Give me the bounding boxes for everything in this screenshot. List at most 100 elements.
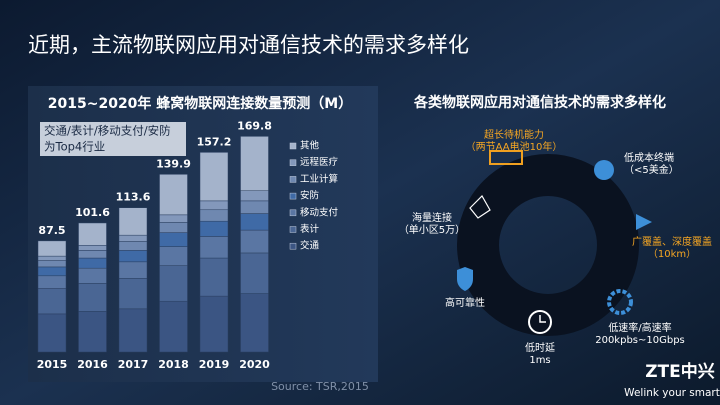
legend-swatch xyxy=(289,142,297,150)
legend-swatch xyxy=(289,242,297,250)
legend-label: 工业计算 xyxy=(300,173,338,185)
bar-segment xyxy=(199,152,229,202)
bar-segment xyxy=(78,257,107,269)
bar-segment xyxy=(240,136,269,191)
bar-segment xyxy=(159,232,188,247)
network-icon xyxy=(469,195,491,219)
node-label: 低速率/高速率 xyxy=(608,321,671,334)
bar-segment xyxy=(118,278,148,310)
bar-segment xyxy=(118,308,148,353)
x-tick-label: 2017 xyxy=(118,358,149,371)
bar-segment xyxy=(199,209,229,222)
total-label: 139.9 xyxy=(156,157,191,170)
bar-segment xyxy=(159,214,188,223)
bar-segment xyxy=(159,300,188,353)
bar-segment xyxy=(118,250,148,263)
legend-swatch xyxy=(289,192,297,200)
node-label: （10km） xyxy=(648,248,696,260)
clock-hands xyxy=(539,315,546,323)
bar-segment xyxy=(37,240,67,257)
node-label: （<5美金） xyxy=(624,163,679,176)
total-label: 101.6 xyxy=(75,206,110,219)
annotation-box xyxy=(40,122,186,156)
bar-segment xyxy=(240,213,269,231)
bar-segment xyxy=(199,200,229,211)
x-tick-label: 2019 xyxy=(199,358,230,371)
bar-segment xyxy=(78,267,107,284)
slide-title: 近期，主流物联网应用对通信技术的需求多样化 xyxy=(28,33,469,57)
bar-segment xyxy=(37,275,67,289)
bar-segment xyxy=(199,295,229,353)
node-label: 200kpbs~10Gbps xyxy=(595,335,685,346)
bar-segment xyxy=(159,174,188,216)
annotation: 交通/表计/移动支付/安防 xyxy=(44,124,171,138)
bar-segment xyxy=(78,311,107,353)
bar-segment xyxy=(37,313,67,353)
node-label: 低成本终端 xyxy=(624,151,674,164)
coin-icon xyxy=(594,160,614,180)
bar-segment xyxy=(159,222,188,233)
diagram-title: 各类物联网应用对通信技术的需求多样化 xyxy=(413,94,666,111)
bar-segment xyxy=(37,255,67,261)
bar-segment xyxy=(118,261,148,279)
bar-segment xyxy=(199,220,229,237)
node-label: 超长待机能力 xyxy=(484,128,544,141)
bar-segment xyxy=(37,260,67,268)
bar-segment xyxy=(199,257,229,297)
legend-label: 其他 xyxy=(300,140,320,152)
total-label: 169.8 xyxy=(237,119,272,132)
node-label: 海量连接 xyxy=(412,211,452,224)
bar-segment xyxy=(37,288,67,315)
bar-segment xyxy=(240,293,269,353)
arrow-icon xyxy=(636,214,652,230)
total-label: 157.2 xyxy=(197,135,232,148)
node-label: 广覆盖、深度覆盖 xyxy=(632,235,712,248)
node-label: （单小区5万） xyxy=(399,224,465,236)
bar-segment xyxy=(159,265,188,302)
shield-icon xyxy=(457,267,473,291)
bar-segment xyxy=(118,241,148,251)
slogan: Welink your smart xyxy=(624,387,720,399)
legend-swatch xyxy=(289,176,297,183)
x-tick-label: 2018 xyxy=(158,358,189,371)
logo: ZTE中兴 xyxy=(645,361,715,382)
bar-segment xyxy=(78,250,107,259)
bar-segment xyxy=(118,234,148,242)
clock-icon xyxy=(528,310,552,334)
x-tick-label: 2016 xyxy=(77,358,108,371)
bar-segment xyxy=(240,200,269,214)
x-tick-label: 2015 xyxy=(37,358,68,371)
legend-label: 交通 xyxy=(300,240,320,252)
legend-swatch xyxy=(289,159,297,166)
bar-segment xyxy=(118,207,148,236)
bar-segment xyxy=(240,252,269,294)
bar-segment xyxy=(159,246,188,266)
legend-label: 远程医疗 xyxy=(300,156,339,168)
legend-label: 表计 xyxy=(300,223,320,235)
battery-icon xyxy=(489,150,523,165)
node-label: 1ms xyxy=(529,355,550,366)
x-tick-label: 2020 xyxy=(239,358,270,371)
bar-segment xyxy=(37,266,67,277)
node-label: 高可靠性 xyxy=(445,296,485,309)
chart-title: 2015~2020年 蜂窝物联网连接数量预测（M） xyxy=(48,95,352,112)
bar-segment xyxy=(199,236,229,259)
legend-swatch xyxy=(289,226,297,233)
total-label: 113.6 xyxy=(116,191,151,204)
source: Source: TSR,2015 xyxy=(271,380,369,393)
total-label: 87.5 xyxy=(38,224,65,237)
legend-swatch xyxy=(289,209,297,217)
bar-segment xyxy=(78,245,107,251)
legend-label: 安防 xyxy=(300,190,320,202)
legend-label: 移动支付 xyxy=(300,206,339,218)
annotation: 为Top4行业 xyxy=(44,140,105,154)
bar-segment xyxy=(240,229,269,254)
bar-segment xyxy=(78,222,107,246)
bar-segment xyxy=(78,283,107,312)
node-label: （两节AA电池10年） xyxy=(466,140,563,153)
gear-icon xyxy=(607,289,633,315)
node-label: 低时延 xyxy=(525,341,555,354)
bar-segment xyxy=(240,190,269,202)
